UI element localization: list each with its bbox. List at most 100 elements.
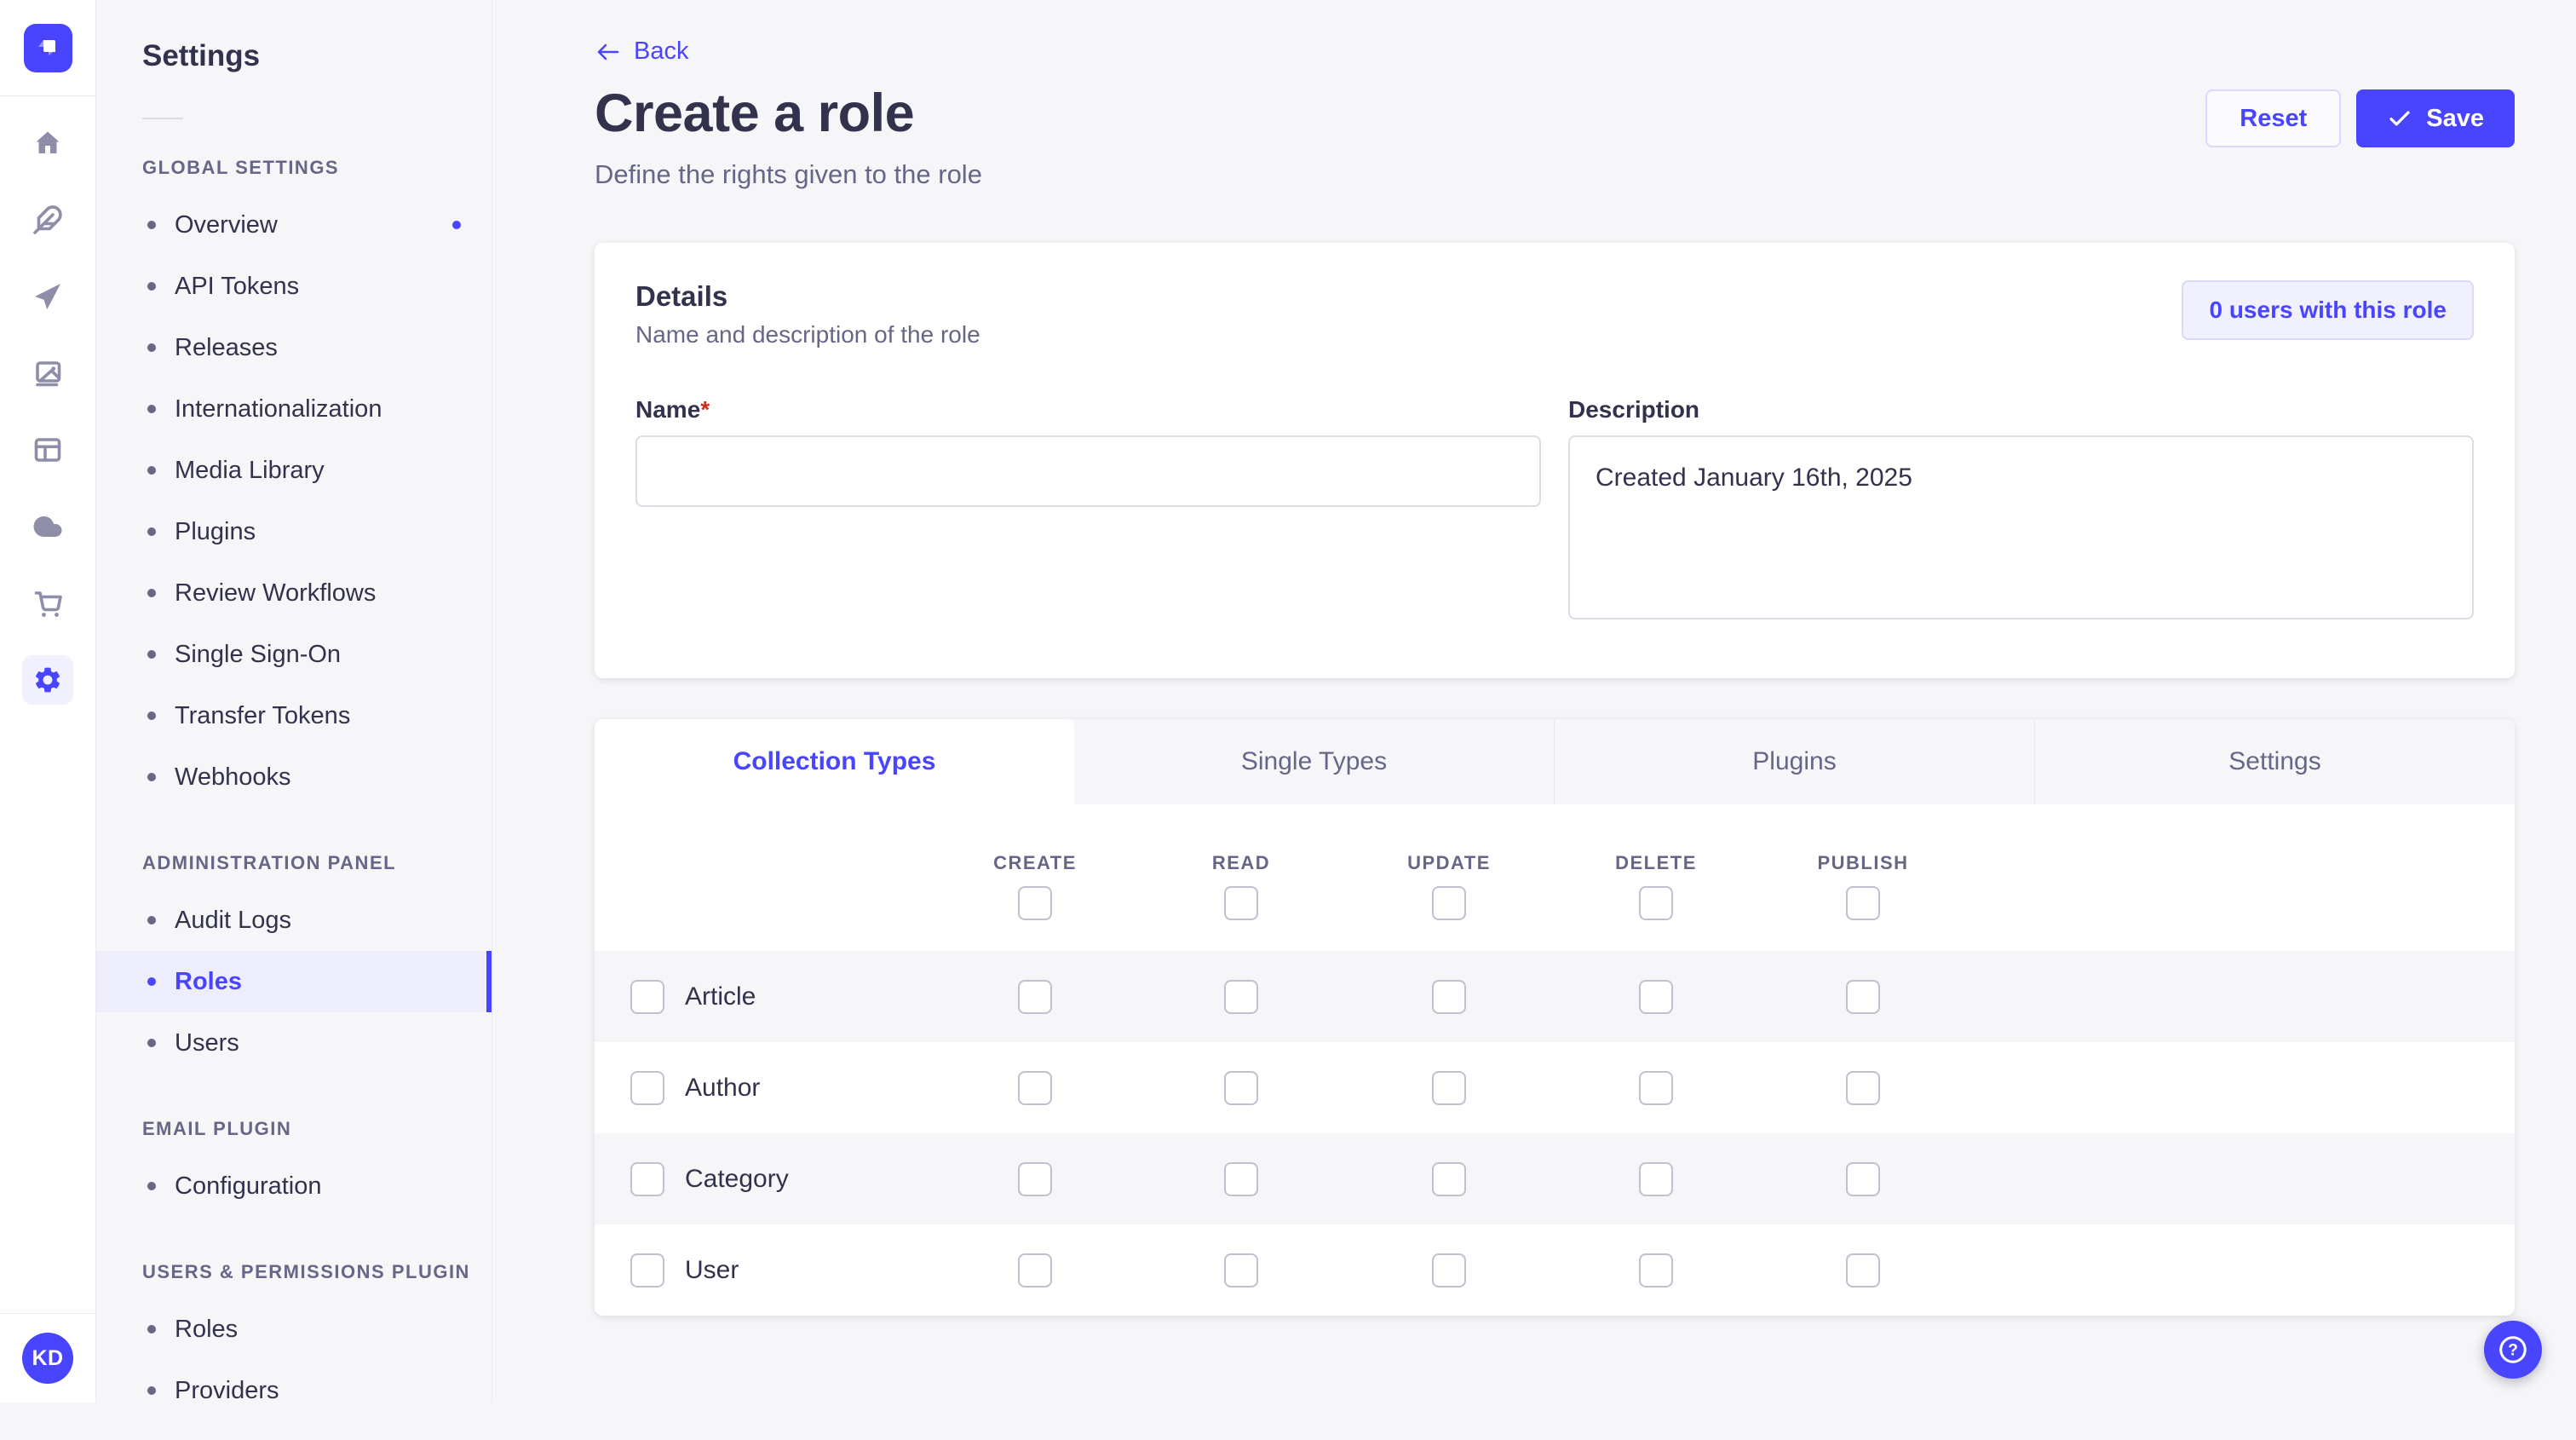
row-select-checkbox[interactable] [630, 1071, 664, 1105]
tab-collection-types[interactable]: Collection Types [595, 719, 1074, 804]
question-mark-icon: ? [2497, 1333, 2529, 1366]
permissions-table: CREATE READ UPDATE DELETE PUBLISH Articl… [595, 804, 2515, 1316]
sidebar-item-transfer-tokens[interactable]: Transfer Tokens [96, 685, 492, 746]
users-with-role-button[interactable]: 0 users with this role [2182, 280, 2474, 340]
sidebar-item-api-tokens[interactable]: API Tokens [96, 256, 492, 317]
sidebar-item-webhooks[interactable]: Webhooks [96, 746, 492, 808]
category-create-checkbox[interactable] [1018, 1162, 1052, 1196]
article-update-checkbox[interactable] [1432, 980, 1466, 1014]
select-all-update-checkbox[interactable] [1432, 886, 1466, 920]
logo-container [0, 0, 95, 96]
column-header-delete: DELETE [1615, 852, 1697, 874]
category-publish-checkbox[interactable] [1846, 1162, 1880, 1196]
article-delete-checkbox[interactable] [1639, 980, 1673, 1014]
sidebar-item-providers[interactable]: Providers [96, 1360, 492, 1403]
tab-plugins[interactable]: Plugins [1554, 719, 2034, 804]
select-all-read-checkbox[interactable] [1224, 886, 1258, 920]
arrow-left-icon [595, 38, 622, 66]
permissions-card: Collection Types Single Types Plugins Se… [595, 719, 2515, 1316]
header-actions: Reset Save [2205, 89, 2515, 147]
sidebar-item-configuration[interactable]: Configuration [96, 1155, 492, 1217]
notification-dot-icon [452, 221, 461, 229]
bullet-icon [147, 1182, 156, 1190]
author-create-checkbox[interactable] [1018, 1071, 1052, 1105]
article-create-checkbox[interactable] [1018, 980, 1052, 1014]
select-all-create-checkbox[interactable] [1018, 886, 1052, 920]
bullet-icon [147, 466, 156, 475]
row-select-checkbox[interactable] [630, 1253, 664, 1287]
details-fields: Name* Description Created January 16th, … [635, 396, 2474, 624]
bullet-icon [147, 589, 156, 597]
row-select-checkbox[interactable] [630, 1162, 664, 1196]
back-label: Back [634, 37, 688, 66]
rail-icon-list [0, 96, 95, 705]
sidebar-item-review-workflows[interactable]: Review Workflows [96, 562, 492, 624]
category-delete-checkbox[interactable] [1639, 1162, 1673, 1196]
row-select-checkbox[interactable] [630, 980, 664, 1014]
author-update-checkbox[interactable] [1432, 1071, 1466, 1105]
permissions-tabs: Collection Types Single Types Plugins Se… [595, 719, 2515, 804]
column-header-create: CREATE [993, 852, 1077, 874]
nav-section-label: EMAIL PLUGIN [142, 1118, 492, 1140]
author-publish-checkbox[interactable] [1846, 1071, 1880, 1105]
home-icon[interactable] [22, 118, 73, 168]
user-create-checkbox[interactable] [1018, 1253, 1052, 1287]
layout-icon[interactable] [22, 425, 73, 475]
feather-icon[interactable] [22, 195, 73, 245]
bullet-icon [147, 1325, 156, 1333]
sidebar-item-roles-admin[interactable]: Roles [96, 951, 492, 1012]
sidebar-item-overview[interactable]: Overview [96, 194, 492, 256]
table-row-user: User [595, 1224, 2515, 1316]
help-button[interactable]: ? [2484, 1321, 2542, 1379]
send-icon[interactable] [22, 272, 73, 321]
user-avatar[interactable]: KD [22, 1333, 73, 1384]
nav-section-administration-panel: ADMINISTRATION PANEL Audit Logs Roles Us… [96, 852, 492, 1074]
save-button[interactable]: Save [2356, 89, 2515, 147]
bullet-icon [147, 343, 156, 352]
bullet-icon [147, 916, 156, 924]
sidebar-item-releases[interactable]: Releases [96, 317, 492, 378]
tab-settings[interactable]: Settings [2034, 719, 2515, 804]
select-all-publish-checkbox[interactable] [1846, 886, 1880, 920]
page-subtitle: Define the rights given to the role [595, 159, 2515, 190]
name-input[interactable] [635, 435, 1541, 507]
main-nav-rail: KD [0, 0, 96, 1403]
article-read-checkbox[interactable] [1224, 980, 1258, 1014]
author-delete-checkbox[interactable] [1639, 1071, 1673, 1105]
details-card: Details Name and description of the role… [595, 243, 2515, 678]
reset-button[interactable]: Reset [2205, 89, 2341, 147]
user-update-checkbox[interactable] [1432, 1253, 1466, 1287]
user-delete-checkbox[interactable] [1639, 1253, 1673, 1287]
cart-icon[interactable] [22, 579, 73, 628]
user-read-checkbox[interactable] [1224, 1253, 1258, 1287]
sidebar-item-plugins[interactable]: Plugins [96, 501, 492, 562]
category-update-checkbox[interactable] [1432, 1162, 1466, 1196]
sidebar-item-users[interactable]: Users [96, 1012, 492, 1074]
gear-icon[interactable] [22, 655, 73, 705]
sidebar-item-single-sign-on[interactable]: Single Sign-On [96, 624, 492, 685]
select-all-delete-checkbox[interactable] [1639, 886, 1673, 920]
tab-single-types[interactable]: Single Types [1074, 719, 1554, 804]
author-read-checkbox[interactable] [1224, 1071, 1258, 1105]
sidebar-item-internationalization[interactable]: Internationalization [96, 378, 492, 440]
description-textarea[interactable]: Created January 16th, 2025 [1568, 435, 2474, 619]
nav-section-label: ADMINISTRATION PANEL [142, 852, 492, 874]
cloud-icon[interactable] [22, 502, 73, 551]
strapi-logo-icon[interactable] [24, 24, 72, 72]
sidebar-item-roles-up[interactable]: Roles [96, 1299, 492, 1360]
sidebar-item-media-library[interactable]: Media Library [96, 440, 492, 501]
bullet-icon [147, 773, 156, 781]
details-subtitle: Name and description of the role [635, 321, 980, 348]
bullet-icon [147, 221, 156, 229]
details-title: Details [635, 280, 980, 313]
category-read-checkbox[interactable] [1224, 1162, 1258, 1196]
rail-footer: KD [0, 1313, 95, 1403]
sidebar-item-audit-logs[interactable]: Audit Logs [96, 890, 492, 951]
user-publish-checkbox[interactable] [1846, 1253, 1880, 1287]
nav-section-global-settings: GLOBAL SETTINGS Overview API Tokens Rele… [96, 157, 492, 808]
media-icon[interactable] [22, 348, 73, 398]
bullet-icon [147, 650, 156, 659]
article-publish-checkbox[interactable] [1846, 980, 1880, 1014]
back-link[interactable]: Back [595, 37, 688, 66]
bullet-icon [147, 282, 156, 291]
